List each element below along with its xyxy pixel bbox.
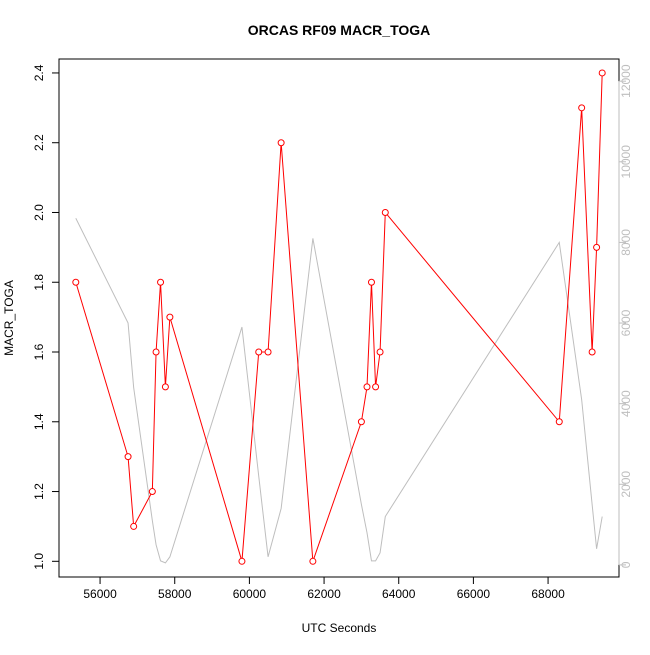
x-axis: 56000 58000 60000 62000 64000 66000 68000 <box>83 577 565 601</box>
y-tick-label: 1.4 <box>32 413 46 430</box>
data-point <box>381 208 389 216</box>
y-tick-label: 1.8 <box>32 274 46 291</box>
main-series <box>75 72 603 562</box>
data-point <box>357 418 365 426</box>
x-tick-label: 64000 <box>382 587 416 601</box>
y-tick-label: 1.6 <box>32 343 46 360</box>
secondary-series <box>75 218 603 564</box>
right-tick-label: 4000 <box>619 390 633 417</box>
y-axis-label: MACR_TOGA <box>2 280 16 356</box>
data-point <box>161 383 169 391</box>
right-tick-label: 0 <box>619 561 633 568</box>
data-point <box>598 69 606 77</box>
x-tick-label: 68000 <box>531 587 565 601</box>
data-point <box>555 418 563 426</box>
y-tick-label: 2.2 <box>32 134 46 151</box>
data-point <box>578 104 586 112</box>
main-series-line <box>75 72 603 562</box>
chart-title: ORCAS RF09 MACR_TOGA <box>248 22 431 38</box>
data-point <box>593 243 601 251</box>
x-axis-label: UTC Seconds <box>302 621 377 635</box>
data-point <box>124 453 132 461</box>
x-tick-label: 66000 <box>457 587 491 601</box>
y-axis: 1.0 1.2 1.4 1.6 1.8 2.0 2.2 2.4 <box>32 64 59 570</box>
plot-box <box>58 58 620 578</box>
right-tick-label: 8000 <box>619 229 633 256</box>
right-tick-label: 10000 <box>619 145 633 179</box>
y-tick-label: 2.4 <box>32 64 46 81</box>
x-tick-label: 56000 <box>83 587 117 601</box>
right-tick-label: 12000 <box>619 64 633 98</box>
data-point <box>367 278 375 286</box>
data-point <box>372 383 380 391</box>
secondary-series-line <box>75 218 603 564</box>
right-axis: 0 2000 4000 6000 8000 10000 12000 <box>618 64 633 568</box>
right-tick-label: 2000 <box>619 471 633 498</box>
data-point <box>588 348 596 356</box>
data-point <box>72 278 80 286</box>
data-point <box>363 383 371 391</box>
data-point <box>130 522 138 530</box>
y-tick-label: 1.2 <box>32 483 46 500</box>
right-tick-label: 6000 <box>619 309 633 336</box>
data-point <box>157 278 165 286</box>
data-point <box>309 557 317 565</box>
data-point <box>255 348 263 356</box>
data-point <box>152 348 160 356</box>
x-tick-label: 60000 <box>233 587 267 601</box>
x-tick-label: 58000 <box>158 587 192 601</box>
data-point <box>376 348 384 356</box>
main-points <box>72 69 606 565</box>
x-tick-label: 62000 <box>307 587 341 601</box>
data-point <box>264 348 272 356</box>
y-tick-label: 1.0 <box>32 553 46 570</box>
data-point <box>166 313 174 321</box>
data-point <box>277 139 285 147</box>
data-point <box>148 488 156 496</box>
y-tick-label: 2.0 <box>32 204 46 221</box>
data-point <box>238 557 246 565</box>
